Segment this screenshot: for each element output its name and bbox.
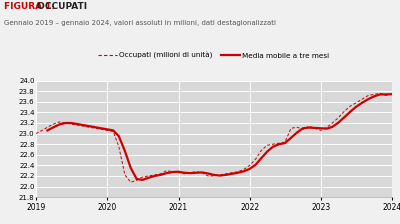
Text: FIGURA 1.: FIGURA 1. bbox=[4, 2, 55, 11]
Text: OCCUPATI: OCCUPATI bbox=[34, 2, 87, 11]
Legend: Occupati (milioni di unità), Media mobile a tre mesi: Occupati (milioni di unità), Media mobil… bbox=[96, 49, 332, 62]
Text: Gennaio 2019 – gennaio 2024, valori assoluti in milioni, dati destagionalizzati: Gennaio 2019 – gennaio 2024, valori asso… bbox=[4, 20, 276, 26]
